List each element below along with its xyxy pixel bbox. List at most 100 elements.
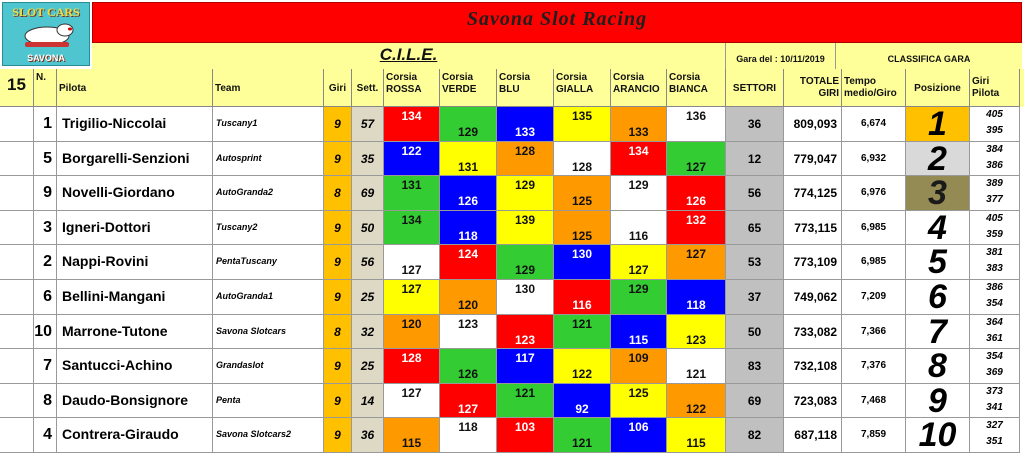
lane-cell: 129 [611,280,667,315]
giri-value: 9 [324,210,352,246]
lane-cell: 124 [440,245,497,280]
lane-cell: 127 [667,141,726,177]
lane-cell: 129 [497,245,554,280]
lane-cell: 126 [440,176,497,211]
pilot-name: Santucci-Achino [57,349,213,384]
lane-cell: 128 [497,141,554,177]
logo-bottom-text: SAVONA [27,53,65,63]
table-row: 6 Bellini-Mangani AutoGranda1 9 25 127 120 130 1… [0,280,1024,315]
lane-cell: 134 [384,210,440,246]
row-spacer [0,349,34,384]
lane-cell: 118 [440,418,497,453]
lane-cell: 116 [554,280,611,315]
giri-pilota: 364 361 [970,314,1020,350]
header-sett: Sett. [352,69,384,107]
event-cell: C.I.L.E. [92,43,726,69]
tempo-medio: 6,976 [842,176,906,211]
position-number: 5 [906,245,970,280]
lane-laps: 129 [457,125,479,139]
tempo-medio: 7,468 [842,383,906,419]
event-info-row: C.I.L.E. Gara del : 10/11/2019 CLASSIFIC… [92,43,1022,69]
lane-laps: 122 [401,143,422,158]
lane-laps: 123 [514,332,536,347]
team-name: Tuscany2 [213,210,324,246]
giri-pilota-value: 381 [986,247,1003,259]
dog-mascot-icon [24,23,74,47]
totale-giri: 723,083 [784,383,842,419]
team-name: Grandaslot [213,349,324,384]
giri-pilota-value: 369 [986,367,1003,379]
position-number: 4 [906,210,970,246]
lane-cell: 115 [384,418,440,453]
header-settori: SETTORI [726,69,784,107]
event-name: C.I.L.E. [379,45,438,64]
lane-cell: 120 [440,280,497,315]
lane-laps: 122 [685,401,707,416]
giri-pilota-value: 354 [986,298,1003,309]
lane-laps: 115 [401,436,422,451]
pilot-name: Marrone-Tutone [57,314,213,350]
pilot-name: Bellini-Mangani [57,280,213,315]
sett-value: 69 [352,176,384,211]
lane-laps: 128 [401,351,422,366]
team-name: Savona Slotcars [213,314,324,350]
row-spacer [0,210,34,246]
lane-laps: 116 [628,228,649,243]
position-number: 8 [906,349,970,384]
giri-pilota: 327 351 [970,418,1020,453]
giri-pilota-value: 354 [986,351,1003,363]
lane-laps: 127 [628,263,649,278]
row-spacer [0,418,34,453]
sett-value: 32 [352,314,384,350]
lane-laps: 128 [571,159,593,174]
giri-value: 9 [324,245,352,280]
lane-cell: 128 [554,141,611,177]
giri-pilota-value: 405 [986,109,1003,120]
giri-value: 8 [324,176,352,211]
lane-laps: 117 [515,351,535,366]
giri-pilota-value: 386 [986,159,1003,171]
lane-laps: 127 [685,247,707,262]
team-name: Autosprint [213,141,324,177]
lane-laps: 123 [685,332,707,347]
lane-laps: 115 [628,332,649,347]
team-name: PentaTuscany [213,245,324,280]
totale-giri: 773,115 [784,210,842,246]
sett-value: 50 [352,210,384,246]
lane-laps: 130 [571,247,593,262]
pilot-name: Novelli-Giordano [57,176,213,211]
lane-cell: 129 [440,107,497,142]
header-lane-verde: Corsia VERDE [440,69,497,107]
lane-laps: 120 [401,316,422,331]
lane-laps: 125 [571,228,593,243]
tempo-medio: 6,985 [842,245,906,280]
header-giri-pilota: Giri Pilota [970,69,1020,107]
pilot-name: Daudo-Bonsignore [57,383,213,419]
tempo-medio: 6,985 [842,210,906,246]
giri-pilota-value: 405 [986,212,1003,224]
lane-laps: 127 [457,401,479,416]
giri-pilota: 381 383 [970,245,1020,280]
results-table-body: 1 Trigilio-Niccolai Tuscany1 9 57 134 129 133 13… [0,107,1024,457]
settori-value: 50 [726,314,784,350]
tempo-medio: 6,932 [842,141,906,177]
totale-giri: 732,108 [784,349,842,384]
lane-laps: 131 [401,178,422,193]
row-number: 7 [34,349,57,384]
giri-pilota-value: 395 [986,125,1003,136]
lane-cell: 103 [497,418,554,453]
lane-cell: 130 [554,245,611,280]
lane-cell: 133 [611,107,667,142]
giri-pilota: 405 395 [970,107,1020,142]
row-spacer [0,280,34,315]
lane-cell: 127 [384,280,440,315]
pilot-name: Nappi-Rovini [57,245,213,280]
row-spacer [0,141,34,177]
giri-pilota: 354 369 [970,349,1020,384]
lane-laps: 121 [571,436,593,451]
team-name: AutoGranda2 [213,176,324,211]
totale-giri: 773,109 [784,245,842,280]
table-row: 4 Contrera-Giraudo Savona Slotcars2 9 36 115 1… [0,418,1024,453]
position-number: 1 [906,107,970,142]
lane-laps: 125 [571,194,593,209]
